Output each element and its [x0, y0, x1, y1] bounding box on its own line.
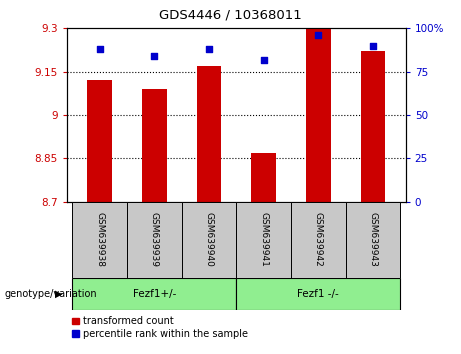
Text: GSM639942: GSM639942 — [314, 212, 323, 267]
Text: GDS4446 / 10368011: GDS4446 / 10368011 — [159, 9, 302, 22]
Bar — [236, 278, 400, 310]
Text: GSM639941: GSM639941 — [259, 212, 268, 267]
Bar — [361, 51, 385, 202]
Bar — [72, 202, 127, 278]
Point — [205, 46, 213, 52]
Text: ▶: ▶ — [55, 289, 62, 299]
Bar — [346, 202, 400, 278]
Point — [369, 43, 377, 48]
Text: GSM639943: GSM639943 — [368, 212, 378, 267]
Bar — [182, 202, 236, 278]
Point — [96, 46, 103, 52]
Text: GSM639938: GSM639938 — [95, 212, 104, 267]
Text: Fezf1 -/-: Fezf1 -/- — [297, 289, 339, 299]
Point — [260, 57, 267, 62]
Point — [314, 33, 322, 38]
Text: Fezf1+/-: Fezf1+/- — [133, 289, 176, 299]
Bar — [291, 202, 346, 278]
Text: genotype/variation: genotype/variation — [5, 289, 97, 299]
Bar — [72, 278, 236, 310]
Bar — [236, 202, 291, 278]
Point — [151, 53, 158, 59]
Bar — [87, 80, 112, 202]
Text: GSM639939: GSM639939 — [150, 212, 159, 267]
Legend: transformed count, percentile rank within the sample: transformed count, percentile rank withi… — [72, 316, 248, 339]
Bar — [251, 153, 276, 202]
Text: GSM639940: GSM639940 — [204, 212, 213, 267]
Bar — [306, 28, 331, 202]
Bar — [127, 202, 182, 278]
Bar — [197, 66, 221, 202]
Bar — [142, 89, 166, 202]
